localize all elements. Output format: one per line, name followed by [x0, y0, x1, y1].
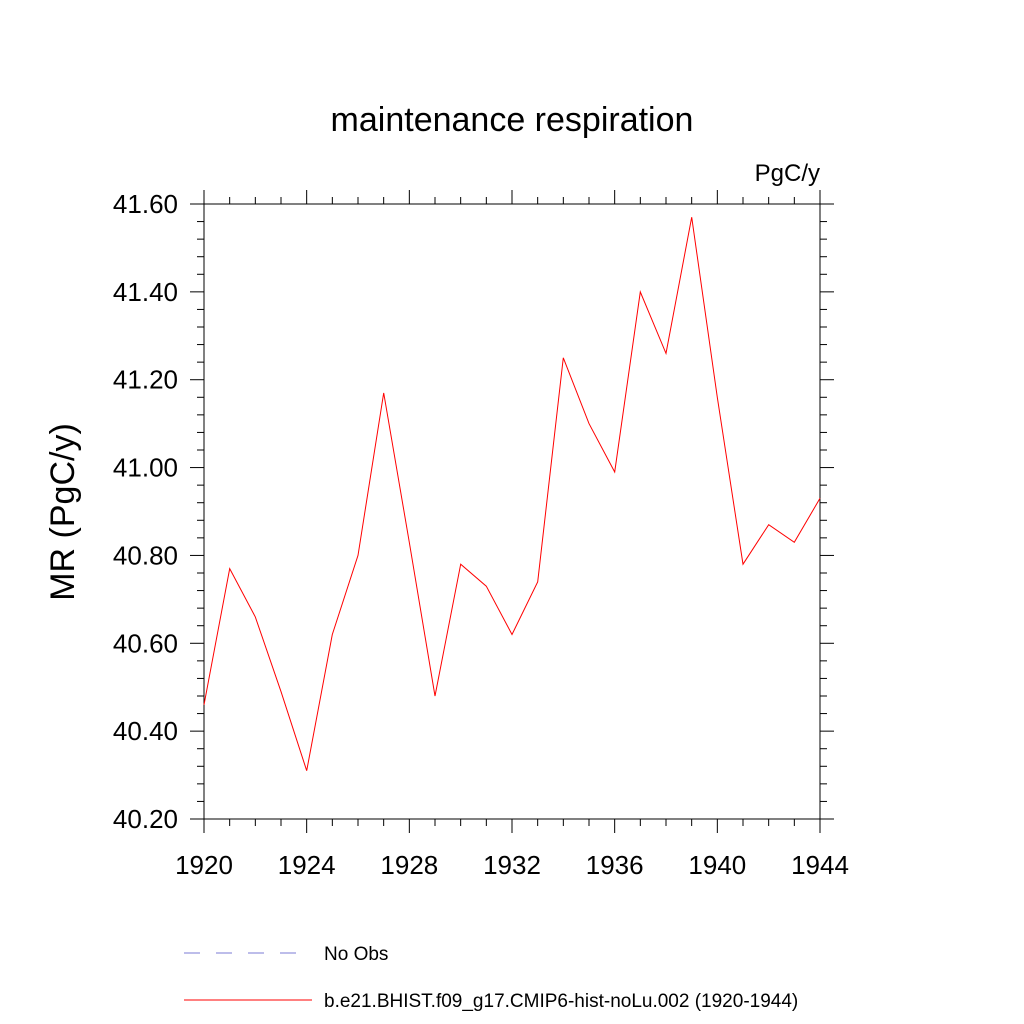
x-axis-ticks: 1920 1924 1928 1932 1936 1940 1944 [175, 190, 849, 880]
x-tick-label: 1932 [483, 850, 541, 880]
x-tick-label: 1924 [278, 850, 336, 880]
y-tick-label: 40.20 [113, 804, 178, 834]
legend: No Obs b.e21.BHIST.f09_g17.CMIP6-hist-noL… [184, 944, 798, 1012]
y-tick-label: 40.40 [113, 716, 178, 746]
series-line [203, 217, 821, 771]
y-tick-label: 41.20 [113, 365, 178, 395]
series-group [203, 217, 821, 771]
y-tick-label: 41.40 [113, 277, 178, 307]
y-tick-label: 41.60 [113, 189, 178, 219]
x-tick-label: 1920 [175, 850, 233, 880]
x-tick-label: 1936 [586, 850, 644, 880]
legend-label: b.e21.BHIST.f09_g17.CMIP6-hist-noLu.002 … [324, 991, 798, 1012]
chart-title: maintenance respiration [331, 101, 694, 139]
axes [203, 203, 821, 820]
legend-label: No Obs [324, 944, 388, 965]
y-tick-label: 40.60 [113, 628, 178, 658]
y-axis-ticks: 40.20 40.40 40.60 40.80 41.00 41.20 41.40 41.60 [113, 189, 834, 834]
y-tick-label: 40.80 [113, 540, 178, 570]
y-axis-label: MR (PgC/y) [44, 423, 82, 601]
plot-frame [203, 203, 821, 820]
x-tick-label: 1944 [791, 850, 849, 880]
y-tick-label: 41.00 [113, 453, 178, 483]
x-tick-label: 1940 [688, 850, 746, 880]
x-tick-label: 1928 [380, 850, 438, 880]
units-label: PgC/y [755, 160, 820, 187]
